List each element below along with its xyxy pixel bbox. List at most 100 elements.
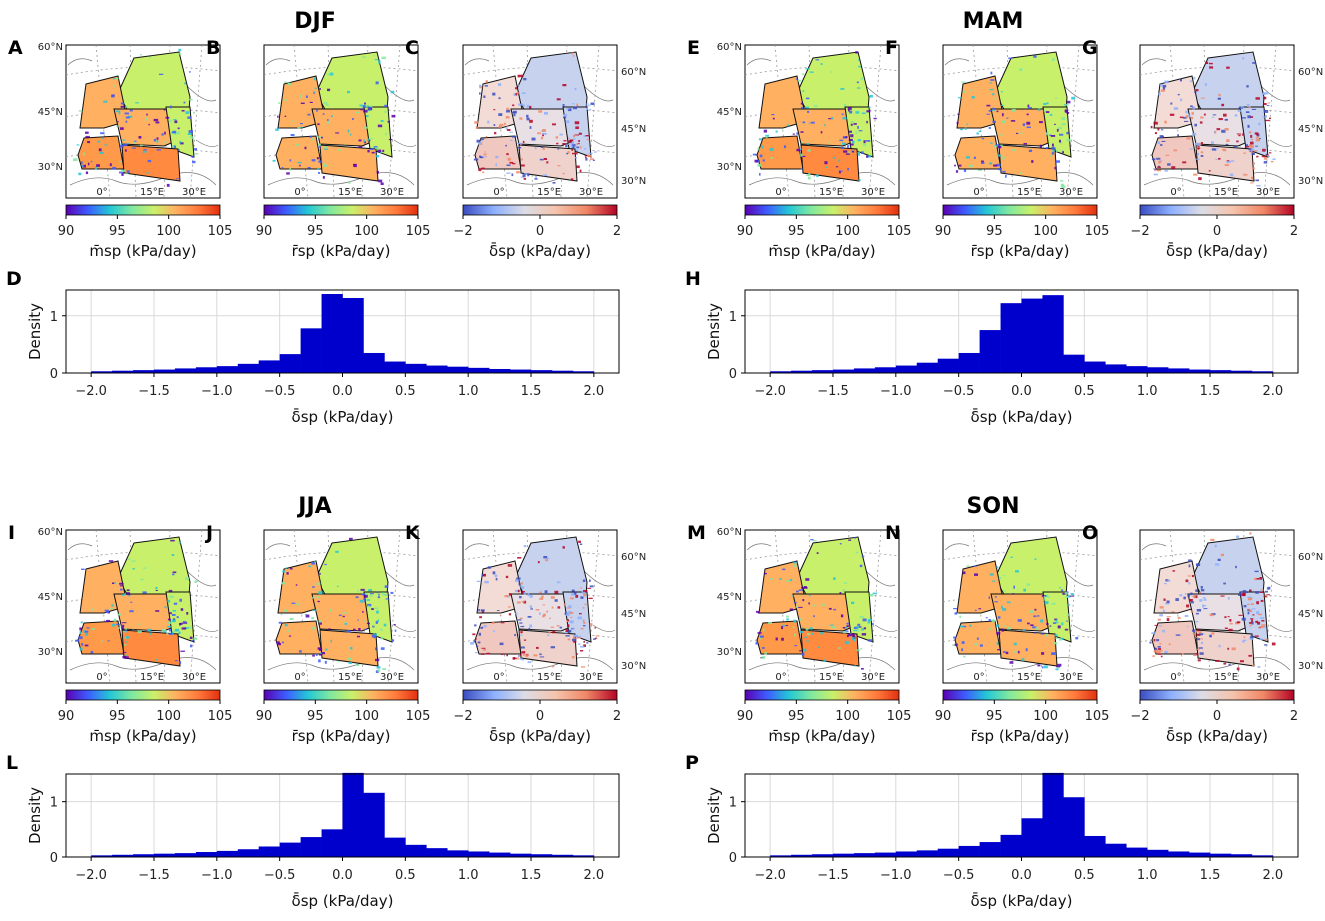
colorbar-bar — [942, 689, 1098, 701]
lon-label: 0° — [96, 672, 107, 683]
map-pixel — [394, 629, 397, 632]
map-pixel — [1264, 594, 1268, 598]
map-pixel — [554, 590, 559, 594]
map-pixel — [187, 133, 192, 135]
map-pixel — [91, 608, 94, 611]
map-pixel — [973, 565, 977, 567]
map-pixel — [1166, 616, 1171, 618]
lon-label: 0° — [973, 672, 984, 683]
map-pixel — [308, 565, 312, 568]
map-pixel — [867, 618, 872, 621]
map-pixel — [128, 115, 133, 118]
y-tick-label: 1 — [50, 310, 58, 325]
map-pixel — [390, 591, 394, 594]
map-pixel — [1197, 629, 1200, 632]
map-pixel — [1006, 627, 1012, 630]
map-pixel — [1070, 593, 1074, 596]
map-pixel — [479, 616, 482, 619]
hist-bar — [1021, 298, 1043, 373]
map-pixel — [576, 152, 578, 155]
map-pixel — [342, 612, 347, 614]
map-pixel — [1194, 123, 1197, 127]
colorbar-tick-label: 2 — [1290, 709, 1298, 724]
hist-bar — [153, 853, 176, 857]
map-pixel — [1215, 660, 1220, 662]
hist-bar — [853, 853, 876, 857]
map-pixel — [1067, 613, 1070, 616]
map-pixel — [995, 144, 999, 146]
map-pixel — [1198, 631, 1202, 634]
map-pixel — [478, 168, 482, 172]
colorbar-bar — [744, 204, 900, 216]
map-pixel — [316, 583, 319, 585]
map-pixel — [175, 178, 181, 180]
map-pixel — [375, 147, 379, 150]
map-pixel — [590, 158, 594, 160]
map-pixel — [1249, 625, 1252, 627]
y-tick-label: 0 — [50, 367, 58, 382]
map-pixel — [1242, 640, 1245, 643]
map-pixel — [180, 650, 185, 652]
map-pixel — [1257, 613, 1262, 616]
map-pixel — [317, 136, 322, 138]
x-tick-label: 0.5 — [395, 384, 416, 399]
map-pixel — [1066, 131, 1069, 135]
map-pixel — [1002, 156, 1005, 160]
map-pixel — [149, 632, 152, 635]
map-pixel — [520, 143, 522, 145]
map-pixel — [281, 167, 284, 169]
map-pixel — [1238, 614, 1243, 616]
colorbar-tick-label: −2 — [1130, 709, 1149, 724]
panel-letter: E — [687, 37, 700, 59]
map-pixel — [861, 112, 866, 114]
map-pixel — [124, 656, 129, 659]
map-pixel — [1263, 110, 1269, 113]
map-pixel — [1260, 617, 1265, 619]
map-pixel — [193, 111, 196, 114]
map-pixel — [990, 142, 993, 144]
map-pixel — [795, 605, 798, 608]
map-pixel — [478, 609, 480, 612]
map-pixel — [362, 105, 366, 108]
map-pixel — [373, 636, 376, 639]
map-pixel — [307, 167, 311, 169]
map-pixel — [337, 149, 342, 151]
map-pixel — [1216, 147, 1219, 150]
map-pixel — [1264, 638, 1268, 641]
map-pixel — [516, 142, 521, 144]
map-pixel — [483, 95, 486, 98]
map-pixel — [142, 151, 147, 153]
map-pixel — [167, 621, 172, 625]
map-pixel — [477, 641, 481, 644]
map-pixel — [1157, 128, 1160, 131]
map-pixel — [1226, 139, 1230, 142]
lon-label: 15°E — [819, 187, 843, 198]
map-pixel — [570, 597, 574, 600]
map-pixel — [781, 626, 783, 630]
coastline — [67, 543, 219, 671]
map-pixel — [1041, 666, 1044, 669]
map-pixel — [517, 84, 520, 87]
map-pixel — [839, 139, 844, 142]
lat-label: 45°N — [717, 107, 742, 118]
map-pixel — [531, 137, 536, 141]
map-pixel — [1165, 154, 1170, 156]
map-pixel — [1061, 149, 1064, 152]
map-pixel — [1259, 138, 1261, 140]
lon-label: 0° — [973, 187, 984, 198]
colorbar-bar — [462, 689, 618, 701]
map-pixel — [824, 161, 828, 165]
map-pixel — [832, 157, 836, 159]
map-pixel — [284, 81, 287, 84]
map-pixel — [119, 147, 122, 149]
map-pixel — [320, 652, 324, 654]
colorbar-bar — [65, 204, 221, 216]
map-pixel — [1209, 634, 1212, 638]
map-pixel — [1263, 596, 1267, 598]
map-pixel — [803, 648, 807, 652]
map-pixel — [959, 615, 961, 618]
map-pixel — [575, 594, 579, 598]
map-pixel — [521, 586, 525, 590]
colorbar-C: −2 0 2δ̄sp (kPa/day) — [453, 204, 621, 260]
